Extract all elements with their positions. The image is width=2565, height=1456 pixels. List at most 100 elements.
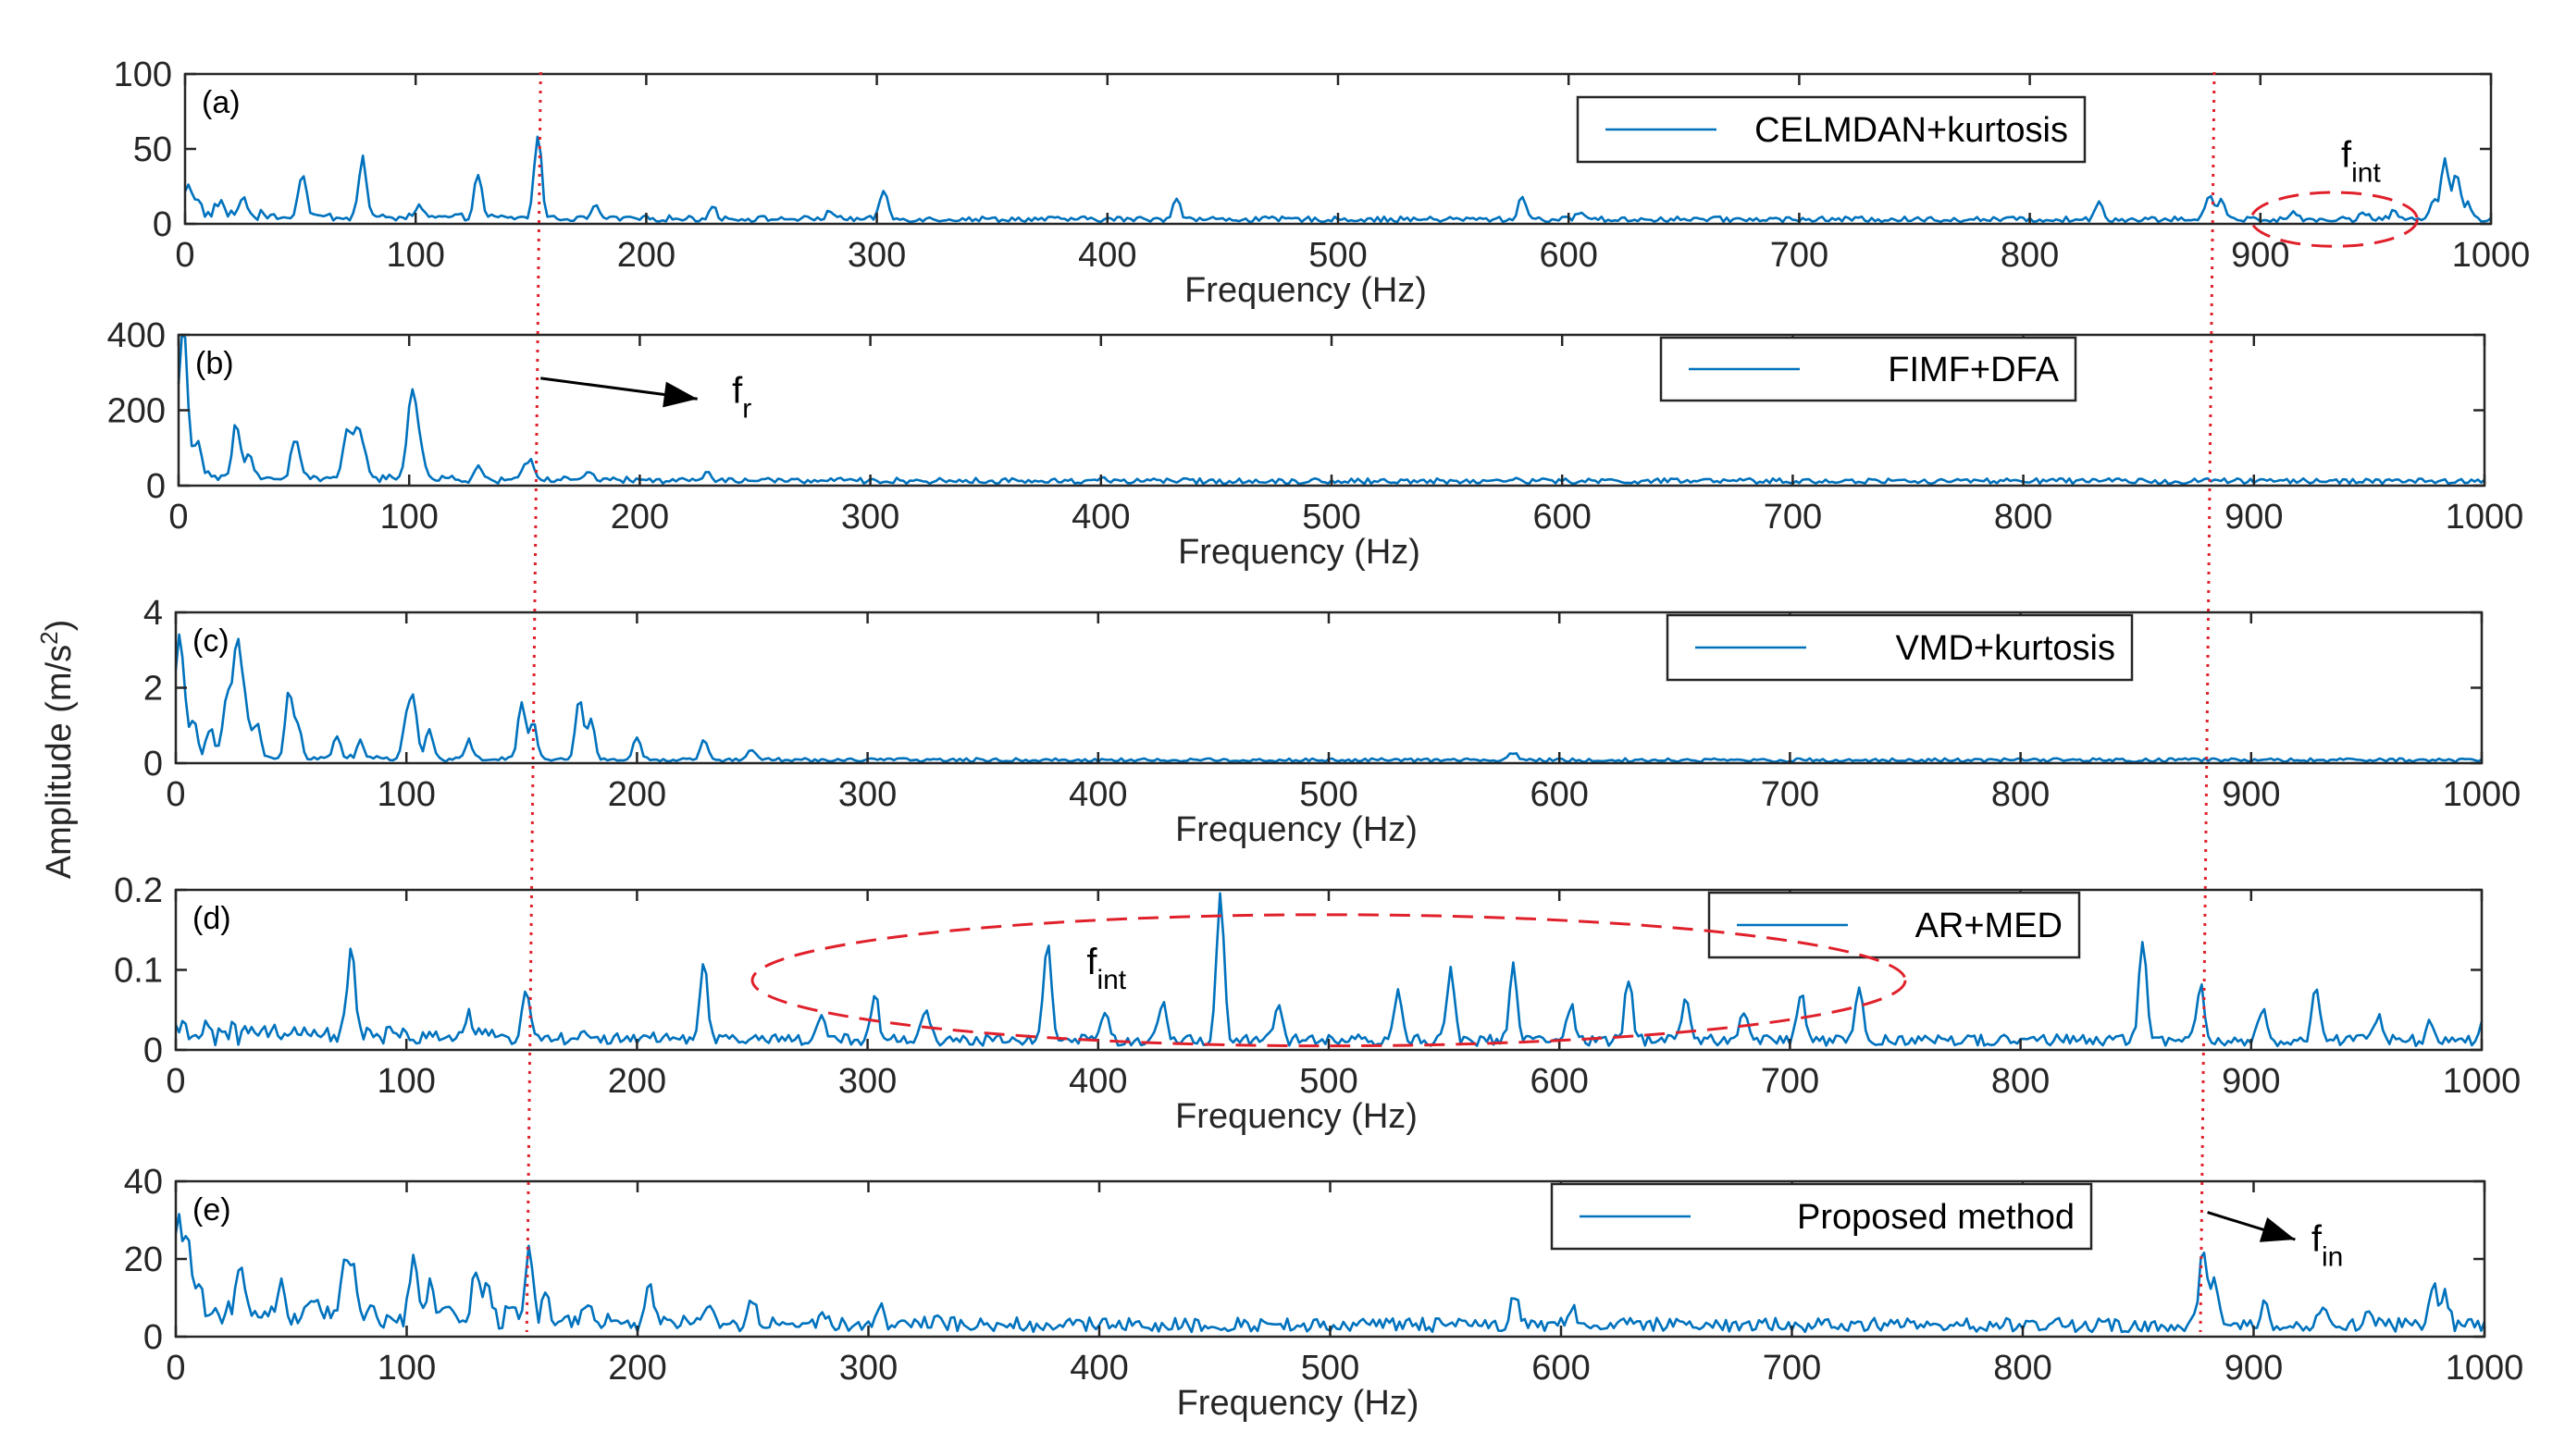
panel-e: 0 100 200 300 400 500 600 700 800 900 1000 0 20 40 Fre… (124, 1163, 2524, 1423)
x-tick-label: 700 (1763, 1349, 1821, 1388)
x-tick-label: 500 (1301, 1349, 1359, 1388)
x-tick-label: 500 (1299, 1062, 1357, 1101)
x-tick-label: 200 (608, 1349, 666, 1388)
x-tick-label: 0 (168, 498, 188, 537)
series-line (174, 892, 2484, 1048)
x-tick-label: 1000 (2446, 1349, 2524, 1388)
x-axis-label: Frequency (Hz) (1175, 1097, 1418, 1136)
y-tick-label: 0.2 (114, 871, 163, 910)
panel-label: (d) (192, 901, 231, 936)
y-axis-label-end: ) (40, 620, 79, 632)
x-tick-label: 800 (1991, 1062, 2050, 1101)
frequency-annotation: fint (1086, 942, 1126, 995)
x-tick-label: 200 (608, 1062, 666, 1101)
x-tick-label: 0 (166, 1062, 185, 1101)
frequency-annotation: fin (2311, 1219, 2343, 1273)
x-tick-label: 300 (838, 1062, 897, 1101)
x-tick-label: 400 (1072, 498, 1130, 537)
legend-label: Proposed method (1797, 1198, 2075, 1237)
legend-label: AR+MED (1915, 907, 2063, 945)
panel-b: 0 100 200 300 400 500 600 700 800 900 1000 0 200 400 F… (107, 316, 2524, 572)
x-tick-label: 400 (1069, 1062, 1127, 1101)
x-tick-label: 100 (379, 498, 438, 537)
x-tick-label: 700 (1770, 236, 1828, 275)
marker-line-fr (525, 71, 542, 1333)
x-tick-label: 1000 (2443, 775, 2522, 814)
x-tick-label: 300 (838, 775, 897, 814)
frequency-annotation: fr (732, 370, 751, 424)
y-tick-label: 400 (107, 316, 166, 355)
x-tick-label: 600 (1531, 1349, 1590, 1388)
legend: FIMF+DFA (1659, 336, 2077, 402)
x-tick-label: 400 (1069, 775, 1127, 814)
x-tick-label: 500 (1299, 775, 1357, 814)
x-tick-label: 800 (1994, 498, 2052, 537)
panel-label: (a) (202, 85, 241, 120)
highlight-ellipse (750, 913, 1907, 1048)
legend: Proposed method (1550, 1182, 2093, 1251)
x-tick-label: 600 (1532, 498, 1591, 537)
x-tick-label: 900 (2231, 236, 2289, 275)
x-tick-label: 300 (841, 498, 899, 537)
x-tick-label: 200 (608, 775, 666, 814)
panel-c: 0 100 200 300 400 500 600 700 800 900 1000 0 2 4 Frequ… (143, 594, 2521, 849)
x-tick-label: 1000 (2443, 1062, 2522, 1101)
x-tick-label: 600 (1539, 236, 1597, 275)
y-tick-label: 0.1 (114, 952, 163, 991)
x-tick-label: 100 (377, 1062, 435, 1101)
x-tick-label: 100 (377, 775, 435, 814)
x-tick-label: 900 (2224, 498, 2283, 537)
x-tick-label: 300 (839, 1349, 898, 1388)
x-tick-label: 0 (166, 1349, 185, 1388)
x-tick-label: 0 (175, 236, 194, 275)
x-tick-label: 100 (386, 236, 444, 275)
y-axis-label-main: Amplitude (m/s (40, 645, 79, 879)
y-tick-label: 200 (107, 392, 166, 431)
panel-label: (c) (192, 623, 229, 659)
x-tick-label: 700 (1761, 1062, 1819, 1101)
legend: CELMDAN+kurtosis (1576, 95, 2087, 164)
y-tick-label: 40 (124, 1163, 163, 1202)
y-tick-label: 50 (133, 130, 172, 169)
x-tick-label: 600 (1530, 1062, 1588, 1101)
x-tick-label: 1000 (2446, 498, 2524, 537)
panel-label: (b) (195, 346, 234, 381)
x-tick-label: 0 (166, 775, 185, 814)
x-tick-label: 200 (611, 498, 669, 537)
legend: VMD+kurtosis (1666, 613, 2134, 682)
panel-label: (e) (192, 1192, 231, 1228)
x-axis-label: Frequency (Hz) (1184, 271, 1427, 310)
x-axis-label: Frequency (Hz) (1177, 1384, 1419, 1423)
y-tick-label: 2 (143, 670, 163, 709)
legend-label: FIMF+DFA (1888, 351, 2059, 389)
y-axis-label: Amplitude (m/s2) (35, 620, 79, 880)
marker-line-fin (2199, 71, 2216, 1333)
y-tick-label: 100 (114, 56, 172, 94)
legend-label: CELMDAN+kurtosis (1754, 111, 2068, 150)
y-tick-label: 0 (146, 467, 166, 506)
x-tick-label: 700 (1764, 498, 1822, 537)
y-tick-label: 0 (143, 745, 163, 784)
highlight-ellipse (2249, 191, 2419, 248)
x-tick-label: 500 (1308, 236, 1367, 275)
annotation-arrow-head (663, 381, 698, 408)
x-tick-label: 800 (2001, 236, 2059, 275)
y-tick-label: 4 (143, 594, 163, 633)
x-tick-label: 400 (1078, 236, 1136, 275)
y-axis-label-superscript: 2 (35, 631, 63, 644)
panel-d: 0 100 200 300 400 500 600 700 800 900 1000 0 0.1 0.2 F… (114, 871, 2521, 1136)
x-tick-label: 600 (1530, 775, 1588, 814)
x-tick-label: 1000 (2452, 236, 2531, 275)
x-tick-label: 700 (1761, 775, 1819, 814)
x-tick-label: 400 (1070, 1349, 1128, 1388)
y-tick-label: 0 (143, 1031, 163, 1070)
x-tick-label: 900 (2222, 1062, 2280, 1101)
x-tick-label: 900 (2222, 775, 2280, 814)
panel-a: 0 100 200 300 400 500 600 700 800 900 1000 0 50 100 Fr… (114, 56, 2531, 310)
x-axis-label: Frequency (Hz) (1178, 533, 1420, 572)
frequency-annotation: fint (2341, 134, 2381, 188)
x-tick-label: 900 (2224, 1349, 2283, 1388)
x-tick-label: 100 (378, 1349, 436, 1388)
annotation-arrow-head (2259, 1216, 2296, 1242)
